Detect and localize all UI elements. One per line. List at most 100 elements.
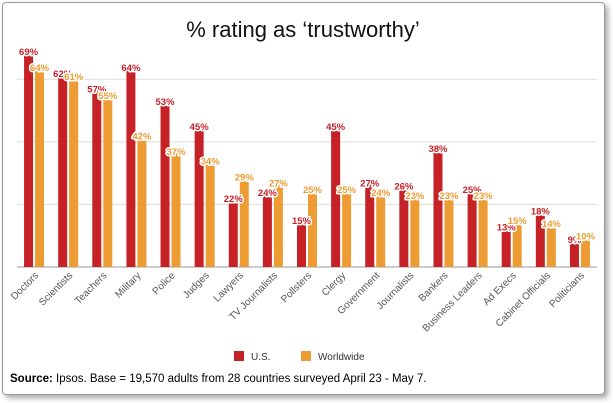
bar-worldwide <box>239 176 249 267</box>
data-label-u-s: 26% <box>394 182 414 193</box>
data-label-u-s: 13% <box>497 222 517 233</box>
data-label-u-s: 64% <box>121 63 141 74</box>
data-label-u-s: 69% <box>19 47 39 58</box>
data-label-halo: 53% <box>156 97 176 108</box>
data-label-worldwide: 14% <box>542 219 562 230</box>
bar-u-s <box>58 73 68 268</box>
data-label-u-s: 9% <box>568 235 582 246</box>
bar-u-s <box>399 185 409 267</box>
bars <box>24 51 590 268</box>
bar-u-s <box>297 220 306 267</box>
x-tick-label: Doctors <box>9 270 41 302</box>
data-label-u-s: 27% <box>360 179 380 190</box>
data-label-worldwide: 10% <box>576 232 596 243</box>
data-label-u-s: 22% <box>224 194 244 205</box>
bar-worldwide <box>273 182 283 267</box>
data-labels: 69%69%64%64%62%62%61%61%57%57%55%55%64%6… <box>18 46 597 248</box>
bar-worldwide <box>308 188 317 267</box>
data-label-worldwide: 23% <box>405 191 425 202</box>
bar-u-s <box>228 198 238 267</box>
data-label-halo: 25% <box>463 185 483 196</box>
x-tick-label: Bankers <box>417 270 451 304</box>
x-tick-label: Clergy <box>320 270 348 298</box>
data-label-halo: 27% <box>360 179 380 190</box>
data-label-halo: 34% <box>201 157 221 168</box>
data-label-halo: 15% <box>292 216 312 227</box>
data-label-halo: 27% <box>269 179 289 190</box>
data-label-u-s: 57% <box>87 85 107 96</box>
data-label-halo: 25% <box>337 185 357 196</box>
data-label-halo: 14% <box>542 219 562 230</box>
data-label-u-s: 18% <box>531 207 551 218</box>
data-label-halo: 23% <box>405 191 425 202</box>
data-label-worldwide: 25% <box>337 185 357 196</box>
bar-worldwide <box>410 195 420 267</box>
data-label-halo: 55% <box>98 91 118 102</box>
bar-worldwide <box>376 191 386 267</box>
data-label-halo: 45% <box>190 122 210 133</box>
bar-u-s <box>160 101 170 267</box>
bar-u-s <box>365 182 375 267</box>
data-label-halo: 61% <box>64 72 84 83</box>
x-tick-label: Politicians <box>547 270 587 310</box>
bar-u-s <box>262 191 272 267</box>
legend: U.S. Worldwide <box>234 351 365 363</box>
bar-u-s <box>194 126 204 267</box>
bar-worldwide <box>137 135 147 267</box>
data-label-worldwide: 23% <box>439 191 459 202</box>
x-tick-label: Judges <box>181 270 212 301</box>
bar-u-s <box>331 126 341 267</box>
bar-worldwide <box>69 76 79 268</box>
data-label-u-s: 15% <box>292 216 312 227</box>
data-label-halo: 64% <box>30 63 50 74</box>
data-label-worldwide: 34% <box>201 157 221 168</box>
data-label-halo: 45% <box>326 122 346 133</box>
source-note: Source: Ipsos. Base = 19,570 adults from… <box>10 373 600 385</box>
x-tick-label: Pollsters <box>279 270 314 305</box>
data-label-u-s: 45% <box>190 122 210 133</box>
bar-u-s <box>535 210 545 267</box>
data-label-u-s: 25% <box>463 185 483 196</box>
data-label-halo: 9% <box>568 235 582 246</box>
data-label-worldwide: 25% <box>303 185 323 196</box>
bar-worldwide <box>103 94 113 267</box>
source-text: Ipsos. Base = 19,570 adults from 28 coun… <box>52 373 427 385</box>
data-label-halo: 18% <box>531 207 551 218</box>
legend-label-worldwide: Worldwide <box>318 352 365 363</box>
data-label-halo: 15% <box>508 216 528 227</box>
data-label-worldwide: 24% <box>371 188 391 199</box>
data-label-halo: 26% <box>394 182 414 193</box>
bar-worldwide <box>205 160 215 267</box>
bar-worldwide <box>478 195 488 267</box>
data-label-halo: 23% <box>439 191 459 202</box>
data-label-halo: 37% <box>167 147 187 158</box>
data-label-halo: 29% <box>235 172 255 183</box>
source-label: Source: <box>10 373 53 385</box>
bar-worldwide <box>171 151 181 267</box>
data-label-worldwide: 29% <box>235 172 255 183</box>
bar-u-s <box>433 148 443 267</box>
bar-worldwide <box>342 188 352 267</box>
data-label-worldwide: 27% <box>269 179 289 190</box>
data-label-halo: 38% <box>428 144 448 155</box>
x-tick-label: Business Leaders <box>421 270 485 334</box>
data-label-u-s: 24% <box>258 188 278 199</box>
data-label-halo: 24% <box>258 188 278 199</box>
bar-worldwide <box>546 223 556 267</box>
x-tick-label: Scientists <box>37 270 75 308</box>
bar-worldwide <box>35 66 45 267</box>
data-label-halo: 10% <box>576 232 596 243</box>
data-label-halo: 62% <box>53 69 73 80</box>
data-label-worldwide: 42% <box>132 132 152 143</box>
data-label-worldwide: 37% <box>167 147 187 158</box>
x-tick-label: Teachers <box>73 270 109 306</box>
data-label-worldwide: 61% <box>64 72 84 83</box>
bar-u-s <box>467 188 477 267</box>
bar-u-s <box>92 88 102 268</box>
data-label-u-s: 38% <box>428 144 448 155</box>
data-label-halo: 22% <box>224 194 244 205</box>
data-label-worldwide: 64% <box>30 63 50 74</box>
chart-title: % rating as ‘trustworthy’ <box>186 17 420 42</box>
legend-swatch-u-s <box>234 351 244 361</box>
data-label-u-s: 62% <box>53 69 73 80</box>
